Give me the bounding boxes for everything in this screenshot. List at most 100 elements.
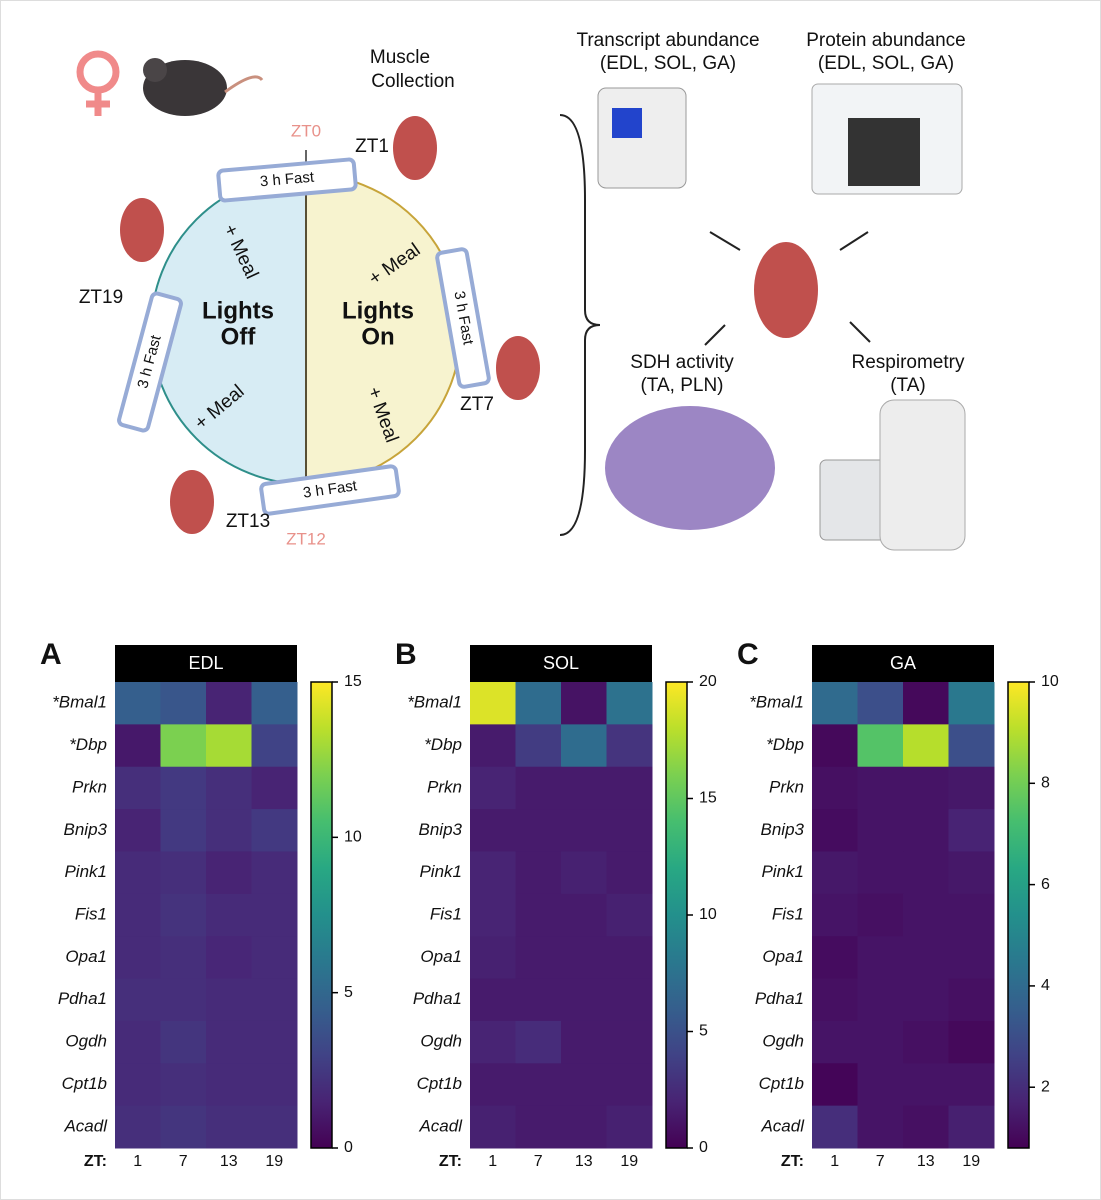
heat-cell: [948, 724, 995, 768]
heat-cell: [515, 1020, 562, 1064]
assay-title: Transcript abundance: [576, 30, 759, 51]
heat-cell: [903, 1020, 949, 1064]
heat-cell: [160, 766, 207, 810]
lights-label: Lights: [342, 297, 414, 324]
assay-tissues: (EDL, SOL, GA): [600, 53, 736, 74]
heat-cell: [903, 766, 949, 810]
colorbar-tick-label: 5: [344, 984, 353, 1001]
x-tick-label: 13: [917, 1153, 935, 1170]
row-label: Ogdh: [420, 1032, 462, 1051]
row-label: *Dbp: [424, 735, 462, 754]
row-label: Opa1: [65, 947, 107, 966]
x-tick-label: 13: [220, 1153, 238, 1170]
heat-cell: [561, 893, 607, 937]
heat-cell: [812, 809, 858, 852]
x-tick-label: 1: [488, 1153, 497, 1170]
heat-cell: [606, 936, 653, 980]
zt-label: ZT13: [226, 511, 270, 532]
colorbar-tick-label: 10: [699, 906, 717, 923]
heat-cell: [160, 851, 207, 895]
row-label: Pink1: [761, 862, 804, 881]
colorbar-tick-label: 0: [344, 1139, 353, 1156]
row-label: Pink1: [419, 862, 462, 881]
x-axis-label: ZT:: [84, 1153, 107, 1170]
female-symbol: [76, 50, 120, 116]
heat-cell: [515, 893, 562, 937]
heat-cell: [251, 851, 298, 895]
heat-cell: [470, 766, 516, 810]
x-tick-label: 1: [830, 1153, 839, 1170]
heat-cell: [948, 1063, 995, 1107]
heat-cell: [515, 809, 562, 852]
panel-letter: B: [395, 638, 417, 671]
heat-cell: [812, 851, 858, 895]
brace: [559, 114, 601, 536]
heat-cell: [606, 809, 653, 852]
panel-title: GA: [890, 653, 916, 673]
heat-cell: [160, 893, 207, 937]
heat-cell: [948, 893, 995, 937]
x-tick-label: 19: [265, 1153, 283, 1170]
heat-cell: [561, 1020, 607, 1064]
heat-cell: [561, 766, 607, 810]
heat-cell: [903, 851, 949, 895]
heat-cell: [470, 1063, 516, 1107]
row-label: *Bmal1: [749, 693, 804, 712]
heat-cell: [251, 724, 298, 768]
heat-cell: [251, 893, 298, 937]
heat-cell: [115, 724, 161, 768]
colorbar: [1007, 681, 1030, 1149]
heat-cell: [160, 978, 207, 1022]
row-label: Fis1: [75, 904, 107, 923]
row-label: Bnip3: [64, 820, 108, 839]
heat-cell: [160, 936, 207, 980]
panel-letter: A: [40, 638, 62, 671]
panel-letter: C: [737, 638, 759, 671]
row-label: Ogdh: [65, 1032, 107, 1051]
row-label: Acadl: [63, 1116, 108, 1135]
heat-cell: [470, 1105, 516, 1149]
heat-cell: [470, 936, 516, 980]
heat-cell: [606, 1063, 653, 1107]
heat-cell: [857, 936, 904, 980]
heat-cell: [948, 936, 995, 980]
heat-cell: [857, 809, 904, 852]
heat-cell: [470, 893, 516, 937]
heat-cell: [515, 978, 562, 1022]
heat-cell: [857, 1020, 904, 1064]
colorbar-tick-label: 5: [699, 1023, 708, 1040]
heat-cell: [561, 936, 607, 980]
heat-cell: [515, 766, 562, 810]
assay-tissues: (TA, PLN): [640, 375, 723, 396]
fast-label: 3 h Fast: [259, 169, 315, 191]
row-label: Cpt1b: [759, 1074, 804, 1093]
heat-cell: [470, 851, 516, 895]
heat-cell: [515, 851, 562, 895]
x-tick-label: 13: [575, 1153, 593, 1170]
row-label: Acadl: [760, 1116, 805, 1135]
heat-cell: [903, 978, 949, 1022]
heat-cell: [903, 1063, 949, 1107]
heat-cell: [857, 851, 904, 895]
row-label: *Bmal1: [52, 693, 107, 712]
row-label: Cpt1b: [417, 1074, 462, 1093]
heat-cell: [206, 724, 252, 768]
heat-cell: [115, 682, 161, 725]
heat-cell: [857, 978, 904, 1022]
heat-cell: [812, 1020, 858, 1064]
colorbar-tick-label: 0: [699, 1139, 708, 1156]
assay-tissues: (TA): [890, 375, 926, 396]
heat-cell: [515, 936, 562, 980]
row-label: Cpt1b: [62, 1074, 107, 1093]
heat-cell: [206, 1105, 252, 1149]
colorbar-tick-label: 10: [1041, 673, 1059, 690]
heat-cell: [903, 682, 949, 725]
heat-cell: [948, 851, 995, 895]
row-label: Opa1: [420, 947, 462, 966]
colorbar: [310, 681, 333, 1149]
lights-label: Lights: [202, 297, 274, 324]
heat-cell: [857, 1063, 904, 1107]
row-label: Pdha1: [755, 989, 804, 1008]
row-label: Acadl: [418, 1116, 463, 1135]
